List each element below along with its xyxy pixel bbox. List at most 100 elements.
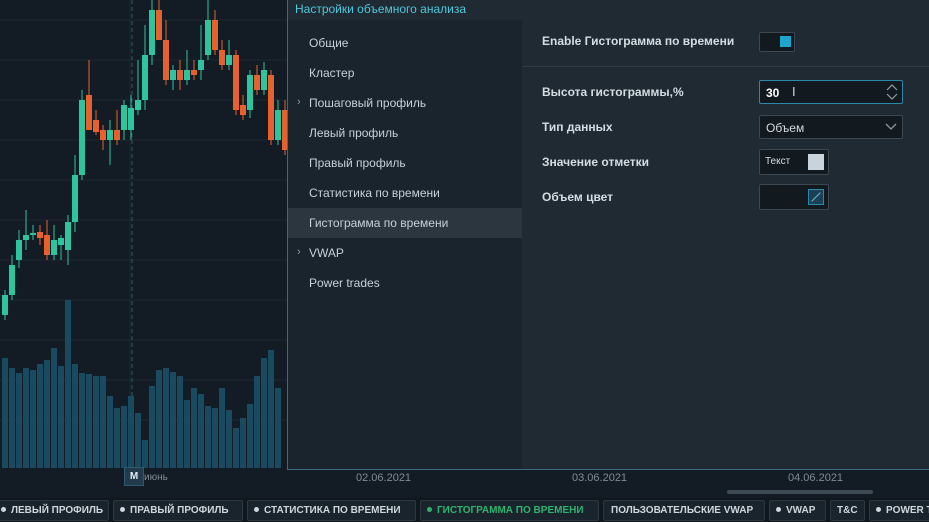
month-marker-badge: M bbox=[124, 467, 144, 486]
sidebar-item-label: Правый профиль bbox=[309, 156, 406, 170]
chevron-right-icon[interactable]: › bbox=[297, 96, 301, 108]
tab-right-profile[interactable]: ПРАВЫЙ ПРОФИЛЬ bbox=[113, 500, 243, 521]
tab-dot-icon bbox=[1, 507, 6, 512]
sidebar-item-vwap[interactable]: › VWAP bbox=[288, 238, 522, 268]
sidebar-item-step-profile[interactable]: › Пошаговый профиль bbox=[288, 88, 522, 118]
tab-left-profile[interactable]: ЛЕВЫЙ ПРОФИЛЬ bbox=[0, 500, 109, 521]
tab-tnc[interactable]: T&C bbox=[830, 500, 865, 521]
volume-bar bbox=[261, 358, 267, 468]
sidebar-item-time-histogram[interactable]: Гистограмма по времени bbox=[288, 208, 522, 238]
tab-time-histogram[interactable]: ГИСТОГРАММА ПО ВРЕМЕНИ bbox=[420, 500, 599, 521]
volume-bar bbox=[65, 300, 71, 468]
sidebar-item-general[interactable]: Общие bbox=[288, 28, 522, 58]
sidebar-item-label: Пошаговый профиль bbox=[309, 96, 427, 110]
candle-body bbox=[177, 70, 183, 80]
sidebar-item-time-statistics[interactable]: Статистика по времени bbox=[288, 178, 522, 208]
candle-body bbox=[212, 20, 218, 50]
candle-body bbox=[170, 70, 176, 80]
sidebar-item-label: Кластер bbox=[309, 66, 355, 80]
tab-vwap[interactable]: VWAP bbox=[769, 500, 826, 521]
candle-body bbox=[72, 175, 78, 222]
tab-label: VWAP bbox=[786, 505, 816, 516]
candle-body bbox=[37, 232, 43, 238]
tab-power-trades[interactable]: POWER T bbox=[869, 500, 929, 521]
tab-label: POWER T bbox=[886, 505, 929, 516]
chart-horizontal-scrollbar[interactable] bbox=[727, 490, 873, 494]
tab-label: СТАТИСТИКА ПО ВРЕМЕНИ bbox=[264, 505, 401, 516]
candle-body bbox=[44, 235, 50, 255]
candle-body bbox=[58, 238, 64, 245]
histogram-height-input[interactable]: 30 I bbox=[759, 80, 903, 104]
volume-bar bbox=[170, 372, 176, 468]
tab-custom-vwap[interactable]: ПОЛЬЗОВАТЕЛЬСКИЕ VWAP bbox=[603, 500, 765, 521]
sidebar-item-label: Общие bbox=[309, 36, 349, 50]
indicator-tab-bar: ЛЕВЫЙ ПРОФИЛЬ ПРАВЫЙ ПРОФИЛЬ СТАТИСТИКА … bbox=[0, 498, 929, 522]
candle-body bbox=[233, 55, 239, 110]
chevron-down-icon bbox=[885, 123, 897, 130]
section-divider bbox=[522, 66, 929, 67]
chevron-right-icon[interactable]: › bbox=[297, 246, 301, 258]
candle-body bbox=[149, 10, 155, 55]
spinner-arrows-icon[interactable] bbox=[886, 83, 898, 101]
tab-time-statistics[interactable]: СТАТИСТИКА ПО ВРЕМЕНИ bbox=[247, 500, 416, 521]
candle-body bbox=[135, 100, 141, 110]
volume-bar bbox=[177, 376, 183, 468]
volume-bar bbox=[86, 374, 92, 468]
volume-bar bbox=[30, 370, 36, 468]
candle-body bbox=[142, 55, 148, 100]
sidebar-item-right-profile[interactable]: Правый профиль bbox=[288, 148, 522, 178]
candle-body bbox=[282, 110, 288, 150]
candle-body bbox=[247, 75, 253, 110]
text-cursor-icon: I bbox=[792, 84, 796, 99]
volume-bar bbox=[44, 360, 50, 468]
sidebar-item-label: Статистика по времени bbox=[309, 186, 440, 200]
sidebar-item-left-profile[interactable]: Левый профиль bbox=[288, 118, 522, 148]
volume-bar bbox=[114, 408, 120, 468]
settings-sidebar: Общие Кластер › Пошаговый профиль Левый п… bbox=[288, 20, 522, 469]
data-type-select[interactable]: Объем bbox=[759, 115, 903, 139]
volume-bar bbox=[149, 386, 155, 468]
volume-bar bbox=[247, 404, 253, 468]
candle-body bbox=[121, 105, 127, 130]
sidebar-item-cluster[interactable]: Кластер bbox=[288, 58, 522, 88]
volume-bar bbox=[142, 440, 148, 468]
volume-bar bbox=[79, 373, 85, 468]
candle-body bbox=[205, 20, 211, 55]
candle-body bbox=[191, 70, 197, 75]
tab-label: ЛЕВЫЙ ПРОФИЛЬ bbox=[11, 505, 104, 516]
volume-bar bbox=[100, 376, 106, 468]
toggle-knob bbox=[780, 36, 791, 47]
volume-bar bbox=[51, 348, 57, 468]
volume-bar bbox=[72, 364, 78, 468]
color-swatch-icon bbox=[808, 189, 824, 205]
tab-dot-icon bbox=[776, 507, 781, 512]
volume-bar bbox=[135, 413, 141, 468]
candle-body bbox=[93, 120, 99, 132]
volume-bar bbox=[205, 406, 211, 468]
enable-histogram-toggle[interactable] bbox=[759, 32, 795, 52]
candle-body bbox=[156, 10, 162, 40]
candle-body bbox=[86, 95, 92, 130]
candle-body bbox=[240, 105, 246, 115]
candle-body bbox=[79, 100, 85, 175]
mark-value-color-picker[interactable]: Текст bbox=[759, 149, 829, 175]
sidebar-item-power-trades[interactable]: Power trades bbox=[288, 268, 522, 298]
volume-color-picker[interactable] bbox=[759, 184, 829, 210]
volume-bar bbox=[254, 376, 260, 468]
volume-bar bbox=[240, 418, 246, 468]
data-type-value: Объем bbox=[766, 121, 805, 135]
data-type-label: Тип данных bbox=[542, 120, 613, 134]
sidebar-item-label: Гистограмма по времени bbox=[309, 216, 449, 230]
tab-label: T&C bbox=[837, 505, 858, 516]
candle-body bbox=[275, 110, 281, 140]
sidebar-item-label: VWAP bbox=[309, 246, 344, 260]
volume-analysis-settings-dialog: Настройки объемного анализа Общие Класте… bbox=[287, 0, 929, 470]
candle-body bbox=[107, 130, 113, 140]
sidebar-item-label: Левый профиль bbox=[309, 126, 399, 140]
x-axis-label: 04.06.2021 bbox=[788, 472, 844, 484]
candle-body bbox=[226, 55, 232, 65]
candle-body bbox=[2, 295, 8, 315]
volume-bar bbox=[275, 388, 281, 468]
candle-body bbox=[100, 130, 106, 140]
color-swatch bbox=[808, 154, 824, 170]
